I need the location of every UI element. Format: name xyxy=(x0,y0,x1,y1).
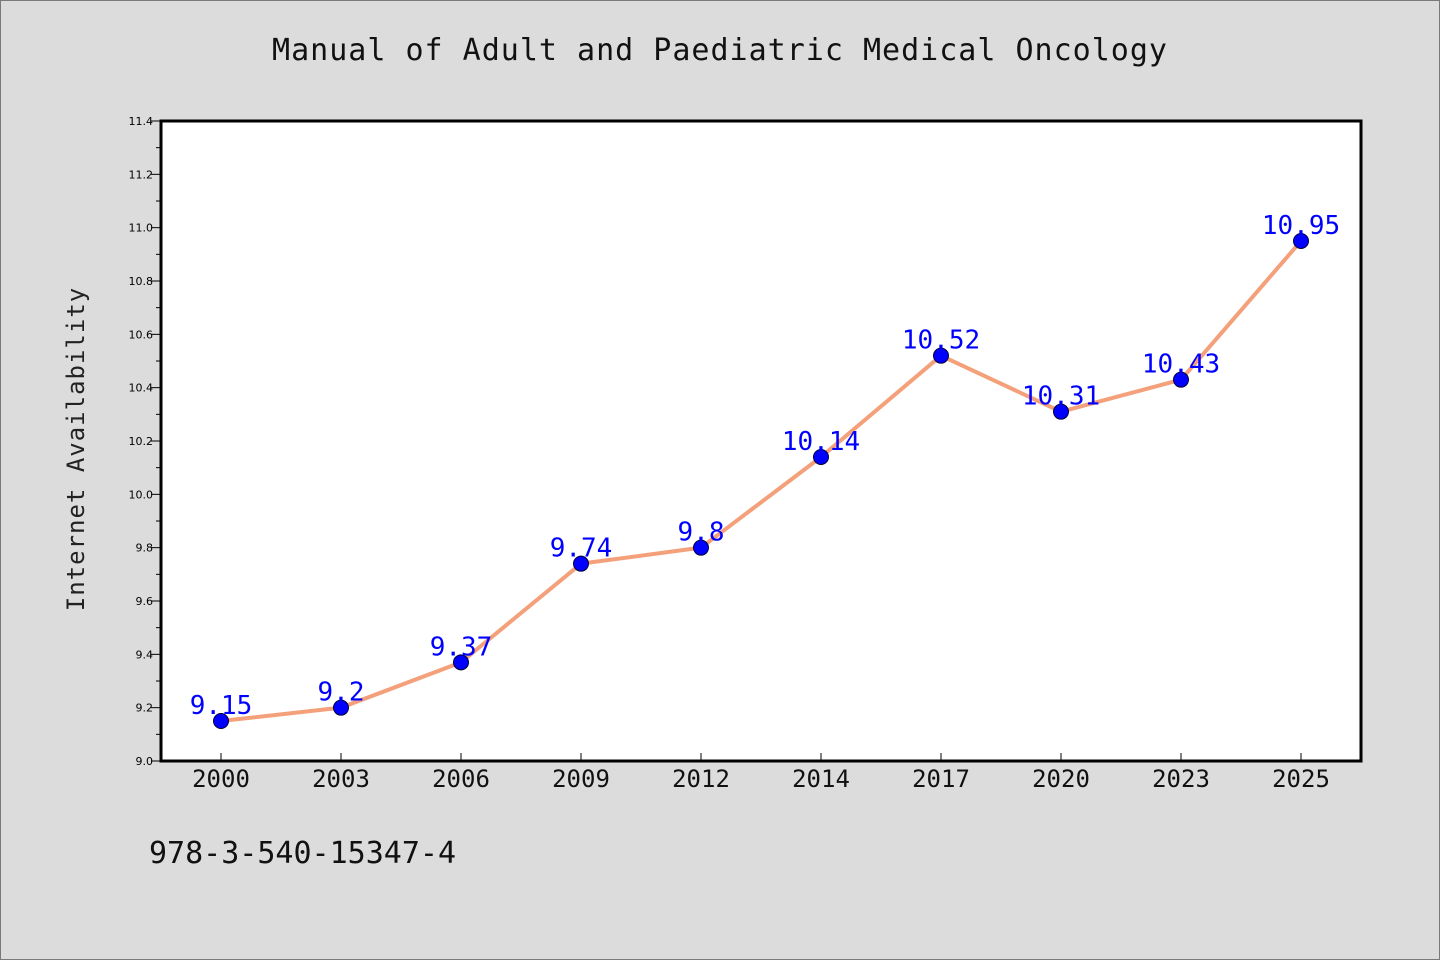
series-line xyxy=(220,239,1303,723)
data-point xyxy=(453,654,469,671)
data-label: 10.31 xyxy=(1022,382,1100,412)
data-label: 9.37 xyxy=(430,632,493,662)
y-tick-label: 9.6 xyxy=(136,595,154,608)
y-tick-label: 10.6 xyxy=(129,328,154,341)
plot-area xyxy=(161,121,1361,761)
x-tick-label: 2017 xyxy=(912,765,970,793)
y-axis: 9.0 9.2 9.4 9.6 9.8 10.0 10.2 10.4 10.6 10.8 11.0 1… xyxy=(129,115,161,768)
data-labels: 9.15 9.2 9.37 9.74 9.8 10.14 10.52 10.31 10.43 10… xyxy=(190,211,1340,721)
y-tick-label: 11.0 xyxy=(129,222,154,235)
y-tick-label: 10.2 xyxy=(129,435,154,448)
x-tick-label: 2003 xyxy=(312,765,370,793)
x-tick-label: 2023 xyxy=(1152,765,1210,793)
data-point xyxy=(1173,371,1189,388)
y-tick-label: 9.4 xyxy=(136,648,154,661)
data-point xyxy=(333,699,349,716)
data-point xyxy=(933,347,949,364)
data-label: 9.74 xyxy=(550,534,613,564)
data-label: 10.52 xyxy=(902,326,980,356)
y-tick-label: 11.2 xyxy=(129,168,154,181)
y-tick-label: 10.8 xyxy=(129,275,154,288)
y-tick-label: 11.4 xyxy=(129,115,154,128)
data-label: 9.8 xyxy=(678,518,725,548)
x-tick-label: 2000 xyxy=(192,765,250,793)
data-label: 10.14 xyxy=(782,427,860,457)
x-tick-label: 2012 xyxy=(672,765,730,793)
data-point xyxy=(813,449,829,465)
data-point xyxy=(1293,233,1309,249)
y-tick-label: 9.8 xyxy=(136,542,154,555)
y-tick-label: 10.0 xyxy=(129,488,154,501)
x-tick-label: 2009 xyxy=(552,765,610,793)
data-point xyxy=(693,539,709,556)
data-point xyxy=(1053,403,1069,420)
isbn-text: 978-3-540-15347-4 xyxy=(149,836,457,871)
data-label: 10.43 xyxy=(1142,350,1220,380)
data-point xyxy=(573,555,589,572)
x-tick-label: 2006 xyxy=(432,765,490,793)
chart-title: Manual of Adult and Paediatric Medical O… xyxy=(272,33,1168,68)
x-tick-label: 2025 xyxy=(1272,765,1330,793)
x-axis: 2000 2003 2006 2009 2012 2014 2017 2020 2023 2025 xyxy=(192,753,1330,793)
data-label: 10.95 xyxy=(1262,211,1340,241)
plot-frame xyxy=(159,119,1363,763)
y-tick-label: 9.2 xyxy=(136,702,154,715)
x-tick-label: 2014 xyxy=(792,765,850,793)
x-tick-label: 2020 xyxy=(1032,765,1090,793)
y-tick-label: 10.4 xyxy=(129,382,154,395)
data-points xyxy=(213,233,1309,729)
y-tick-label: 9.0 xyxy=(136,755,154,768)
data-point xyxy=(213,713,229,729)
data-label: 9.2 xyxy=(318,678,365,708)
data-label: 9.15 xyxy=(190,691,253,721)
